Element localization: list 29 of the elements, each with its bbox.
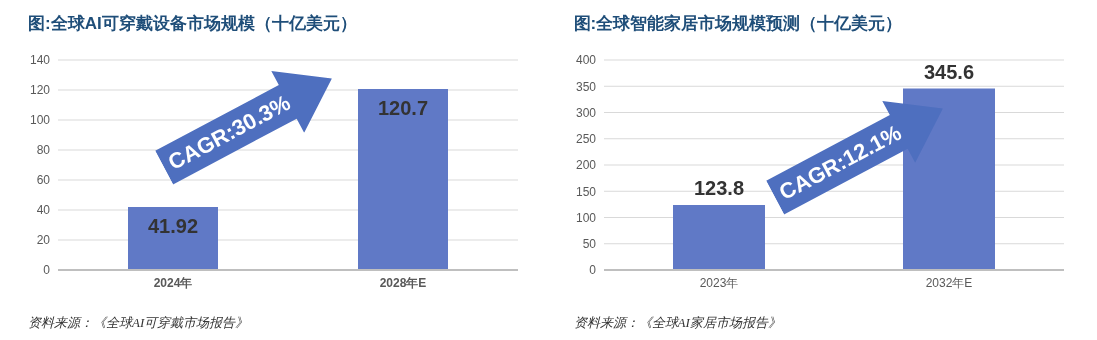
y-tick-label: 350 (575, 79, 596, 94)
y-tick-label: 100 (29, 113, 51, 128)
y-tick-label: 50 (582, 237, 596, 252)
data-label: 123.8 (693, 177, 744, 200)
y-tick-label: 200 (575, 158, 596, 173)
y-tick-label: 400 (575, 53, 596, 68)
y-tick-label: 60 (36, 173, 51, 188)
x-tick-label: 2023年 (699, 275, 738, 290)
data-label: 345.6 (923, 60, 974, 83)
chart-title: 图:全球AI可穿戴设备市场规模（十亿美元） (28, 13, 357, 35)
data-label: 41.92 (147, 215, 199, 238)
y-tick-label: 250 (575, 132, 596, 147)
y-tick-label: 20 (36, 233, 51, 248)
y-tick-label: 150 (575, 184, 596, 199)
x-tick-label: 2024年 (153, 275, 193, 290)
y-tick-label: 0 (588, 263, 596, 278)
y-tick-label: 120 (29, 83, 51, 98)
x-tick-label: 2032年E (925, 275, 972, 290)
y-tick-label: 140 (29, 53, 51, 68)
chart-title: 图:全球智能家居市场规模预测（十亿美元） (573, 13, 903, 35)
text: 资料来源：《全球AI可穿戴市场报告》 (28, 314, 249, 332)
y-tick-label: 100 (575, 210, 596, 225)
y-tick-label: 0 (43, 263, 51, 278)
y-tick-label: 40 (36, 203, 51, 218)
y-tick-label: 80 (36, 143, 51, 158)
text: 资料来源：《全球AI家居市场报告》 (573, 314, 781, 332)
x-tick-label: 2028年E (379, 275, 427, 290)
data-label: 120.7 (377, 97, 429, 120)
y-tick-label: 300 (575, 105, 596, 120)
